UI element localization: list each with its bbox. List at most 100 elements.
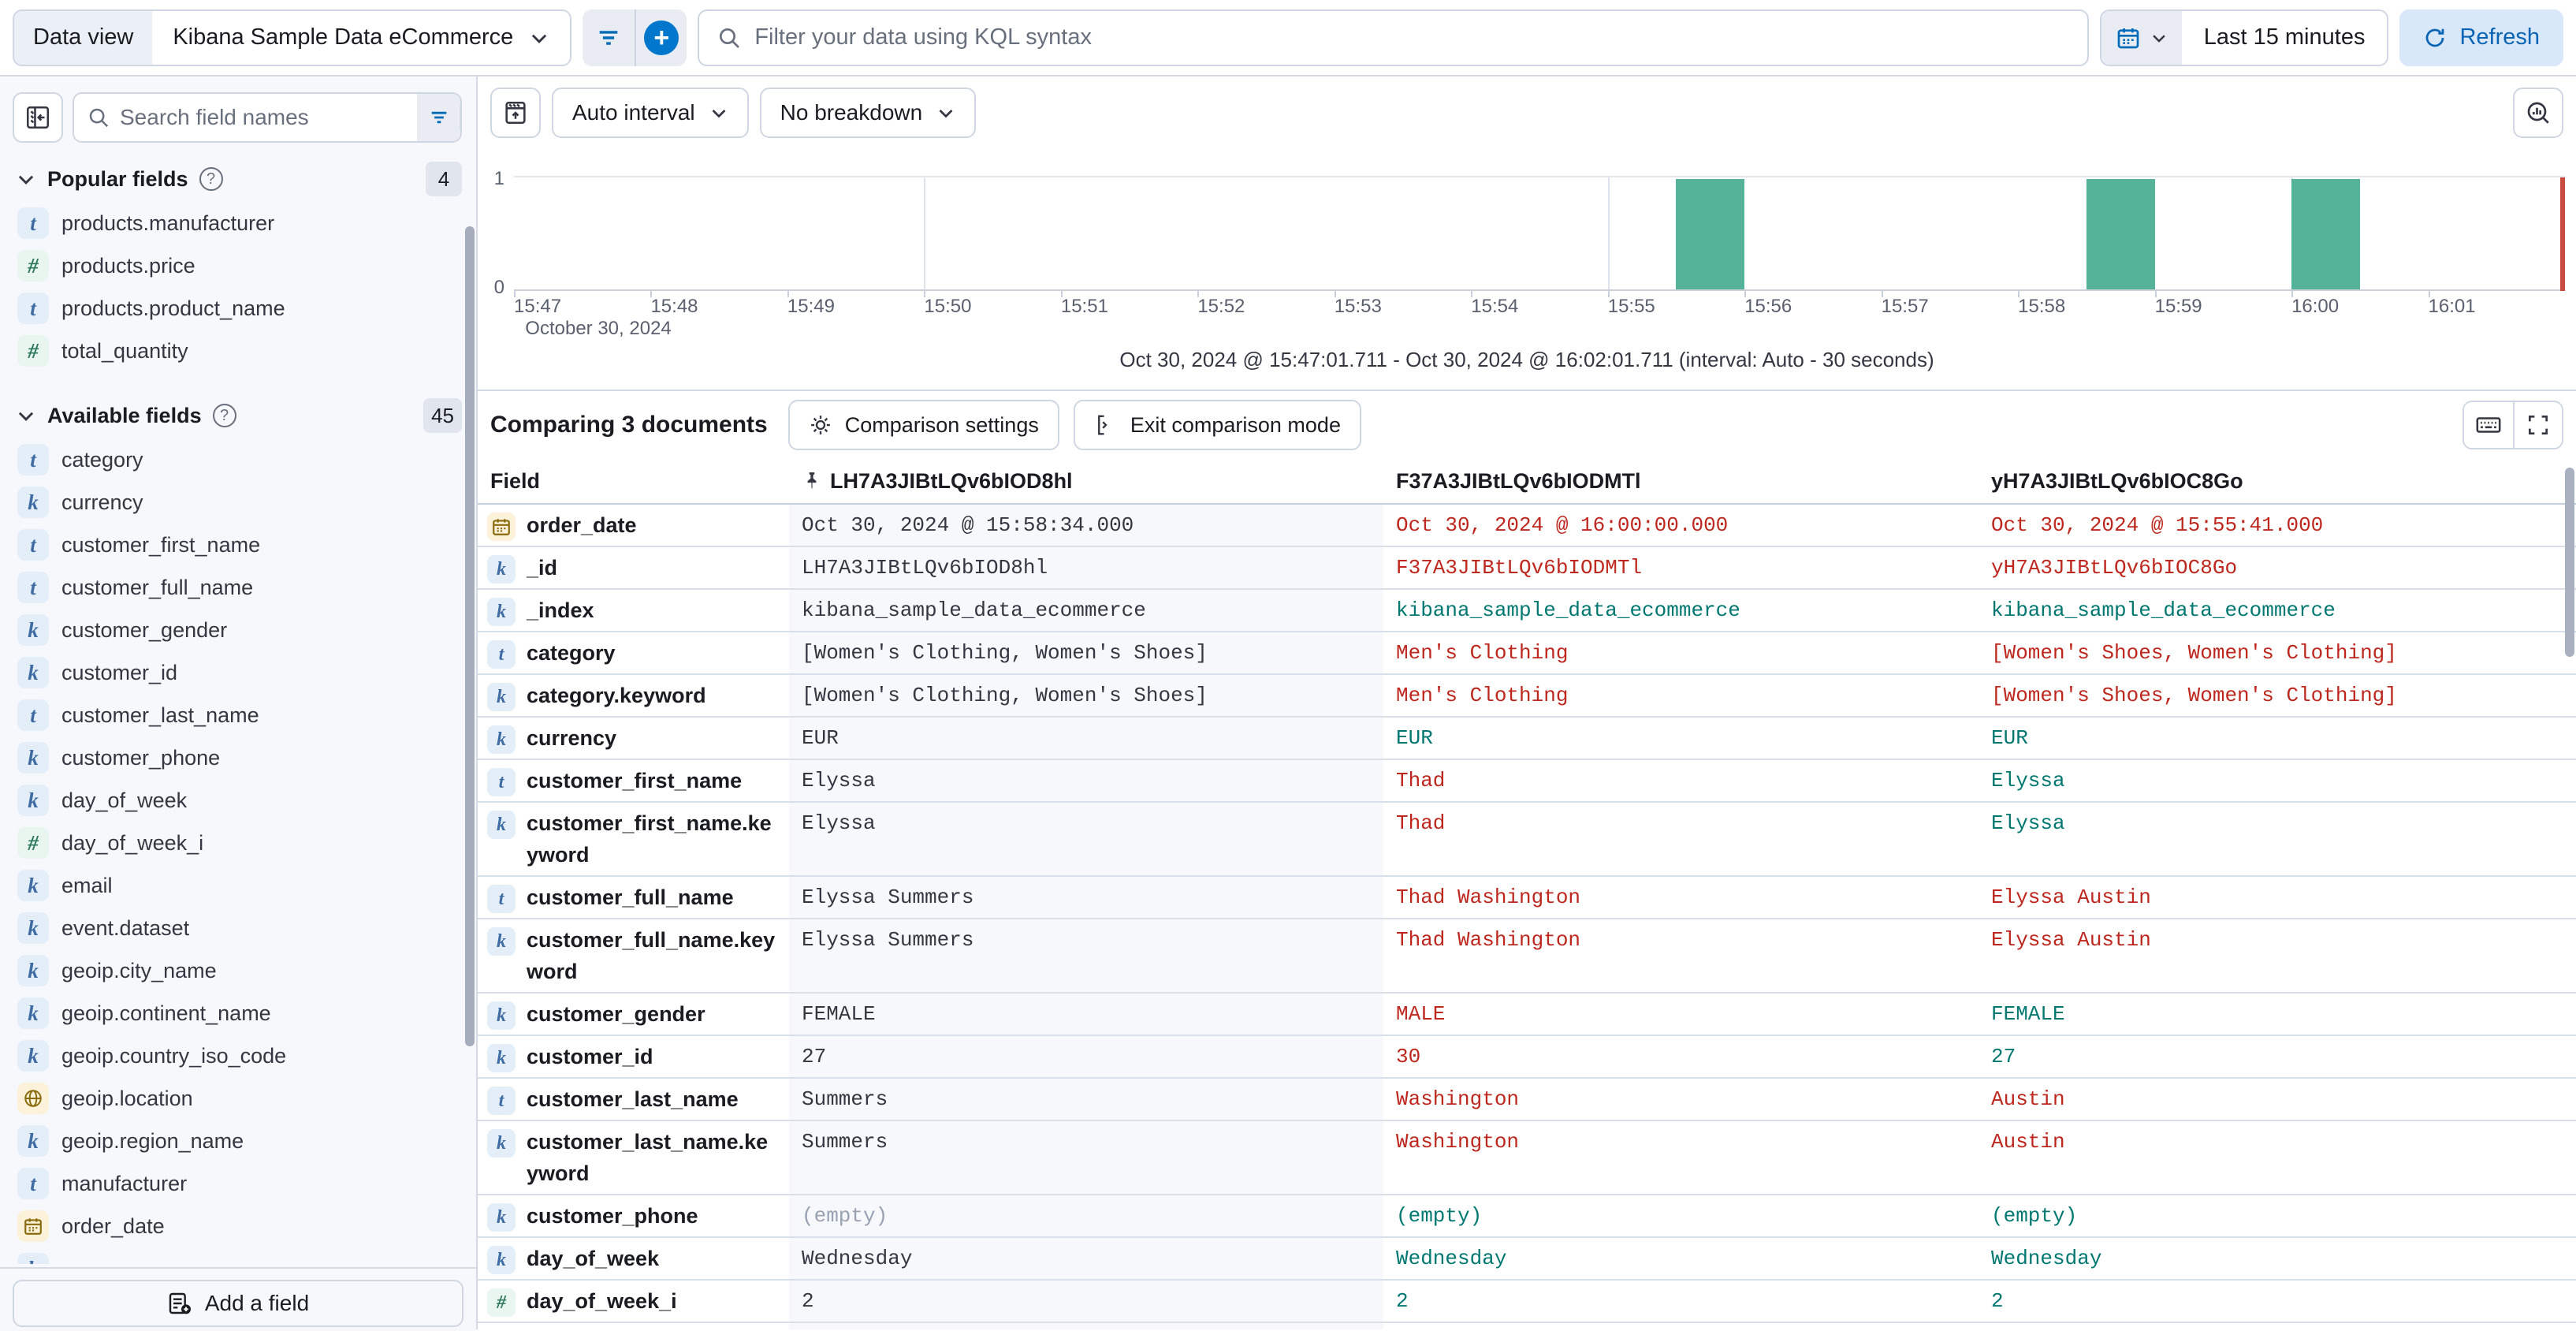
add-field-button[interactable]: Add a field <box>13 1280 463 1327</box>
sidebar-field-item-products.price[interactable]: # products.price <box>17 248 462 283</box>
chart-caption: Oct 30, 2024 @ 15:47:01.711 - Oct 30, 20… <box>1119 348 1934 371</box>
interval-dropdown[interactable]: Auto interval <box>552 88 749 138</box>
field-name: customer_full_name <box>527 885 734 909</box>
x-axis-tick-label: 15:50 <box>924 296 972 317</box>
doc-value-cell: Elyssa <box>1991 811 2065 835</box>
doc-value-cell: EUR <box>789 718 1383 759</box>
fields-sidebar: 0 Popular fields ? 4 t products.manufact… <box>0 76 478 1331</box>
sidebar-field-item-event.dataset[interactable]: k event.dataset <box>17 911 462 945</box>
field-search-input[interactable] <box>120 105 404 130</box>
hide-chart-button[interactable] <box>490 88 541 138</box>
kql-search-input[interactable] <box>754 24 2070 50</box>
x-axis-tickmark <box>1060 289 1063 297</box>
x-axis-tickmark <box>1471 289 1473 297</box>
popular-fields-section-header[interactable]: Popular fields ? 4 <box>16 162 462 196</box>
doc-value-cell: Thad <box>1396 769 1446 792</box>
field-type-icon: k <box>17 785 49 816</box>
time-picker-menu-button[interactable] <box>2101 10 2182 65</box>
field-name: order_date <box>527 513 637 537</box>
doc-value-cell: EUR <box>1991 726 2028 750</box>
breakdown-dropdown[interactable]: No breakdown <box>759 88 977 138</box>
histogram-bar-15:55:30[interactable] <box>1676 179 1745 289</box>
keyboard-shortcuts-button[interactable] <box>2464 402 2513 448</box>
field-type-icon: t <box>17 293 49 324</box>
histogram-bar-16:00:00[interactable] <box>2291 179 2360 289</box>
field-name-label: manufacturer <box>61 1171 188 1195</box>
top-navigation-bar: Data view Kibana Sample Data eCommerce +… <box>0 0 2576 76</box>
field-type-icon: # <box>17 827 49 859</box>
doc-value-cell: LH7A3JIBtLQv6bIOD8hl <box>789 547 1383 588</box>
field-type-icon: t <box>17 699 49 731</box>
sidebar-field-item-day_of_week[interactable]: k day_of_week <box>17 783 462 818</box>
edit-visualization-button[interactable] <box>2513 88 2563 138</box>
doc-value-cell: Elyssa <box>789 760 1383 801</box>
doc-value-cell: Elyssa <box>1991 769 2065 792</box>
doc-value-cell: Oct 30, 2024 @ 15:55:41.000 <box>1991 513 2324 537</box>
field-name-cell: k _id <box>478 547 789 588</box>
sidebar-scrollbar[interactable] <box>465 226 475 1046</box>
doc-value-cell: [Women's Shoes, Women's Clothing] <box>1991 684 2397 707</box>
doc-value-cell: Elyssa <box>789 803 1383 875</box>
field-filter-button[interactable]: 0 <box>417 94 460 141</box>
filter-controls: + <box>583 9 687 66</box>
sidebar-field-item-geoip.continent_name[interactable]: k geoip.continent_name <box>17 996 462 1031</box>
help-icon: ? <box>199 167 223 191</box>
field-name-cell: order_date <box>478 505 789 546</box>
sidebar-field-item-order_date[interactable]: order_date <box>17 1209 462 1243</box>
comparison-settings-button[interactable]: Comparison settings <box>787 400 1059 450</box>
field-name: category.keyword <box>527 684 706 707</box>
sidebar-field-item-products.product_name[interactable]: t products.product_name <box>17 291 462 326</box>
data-view-picker[interactable]: Kibana Sample Data eCommerce <box>152 10 571 65</box>
time-range-value[interactable]: Last 15 minutes <box>2181 10 2388 65</box>
comparison-table-row-customer_last_name: t customer_last_name Summers Washington … <box>478 1079 2576 1121</box>
sidebar-field-item-day_of_week_i[interactable]: # day_of_week_i <box>17 826 462 860</box>
sidebar-field-item-total_quantity[interactable]: # total_quantity <box>17 334 462 368</box>
sidebar-field-item-geoip.location[interactable]: geoip.location <box>17 1081 462 1116</box>
field-name-cell: t category <box>478 632 789 673</box>
sidebar-field-item-customer_phone[interactable]: k customer_phone <box>17 740 462 775</box>
sidebar-field-item-customer_id[interactable]: k customer_id <box>17 655 462 690</box>
doc-value-cell: yH7A3JIBtLQv6bIOC8Go <box>1991 556 2238 580</box>
doc-value-cell: (empty) <box>789 1195 1383 1236</box>
field-name-cell: k day_of_week <box>478 1238 789 1279</box>
add-filter-button[interactable]: + <box>635 9 687 66</box>
sidebar-field-item-manufacturer[interactable]: t manufacturer <box>17 1166 462 1201</box>
field-name: customer_first_name <box>527 769 743 792</box>
fullscreen-button[interactable] <box>2513 402 2562 448</box>
sidebar-field-item-customer_last_name[interactable]: t customer_last_name <box>17 698 462 733</box>
histogram-bar-15:58:30[interactable] <box>2086 179 2155 289</box>
doc-value-cell: Thad Washington <box>1396 885 1581 909</box>
sidebar-field-item-geoip.region_name[interactable]: k geoip.region_name <box>17 1124 462 1158</box>
sidebar-field-item-customer_gender[interactable]: k customer_gender <box>17 613 462 647</box>
filter-list-button[interactable] <box>583 9 635 66</box>
x-axis-tickmark <box>2291 289 2294 297</box>
sidebar-field-item-email[interactable]: k email <box>17 868 462 903</box>
chevron-down-icon <box>2150 29 2168 47</box>
sidebar-field-item-geoip.city_name[interactable]: k geoip.city_name <box>17 953 462 988</box>
hide-chart-icon <box>502 99 529 126</box>
field-type-icon: t <box>487 1087 516 1115</box>
sidebar-field-item-customer_full_name[interactable]: t customer_full_name <box>17 570 462 605</box>
exit-comparison-button[interactable]: Exit comparison mode <box>1073 400 1361 450</box>
sidebar-field-item-products.manufacturer[interactable]: t products.manufacturer <box>17 206 462 240</box>
sidebar-field-item-geoip.country_iso_code[interactable]: k geoip.country_iso_code <box>17 1038 462 1073</box>
sidebar-field-item-currency[interactable]: k currency <box>17 485 462 520</box>
collapse-sidebar-button[interactable] <box>13 92 63 143</box>
doc-value-cell: kibana_sample_data_ecommerce <box>1991 598 2336 622</box>
field-type-icon: k <box>487 1001 516 1030</box>
sidebar-field-item-category[interactable]: t category <box>17 442 462 477</box>
table-scrollbar[interactable] <box>2565 468 2574 657</box>
x-axis-tick-label: 15:49 <box>787 296 835 317</box>
sidebar-field-item-customer_first_name[interactable]: t customer_first_name <box>17 528 462 562</box>
comparison-table-row-day_of_week: k day_of_week Wednesday Wednesday Wednes… <box>478 1238 2576 1281</box>
comparison-table-row-category.keyword: k category.keyword [Women's Clothing, Wo… <box>478 675 2576 718</box>
doc-value-cell: Elyssa Summers <box>789 877 1383 918</box>
available-fields-section-header[interactable]: Available fields ? 45 <box>16 398 462 433</box>
doc-value-cell: [Women's Clothing, Women's Shoes] <box>789 632 1383 673</box>
search-icon <box>87 106 110 129</box>
sidebar-field-item-clipped[interactable]: k <box>17 1251 462 1264</box>
field-name: customer_first_name.keyword <box>527 811 772 867</box>
histogram-chart[interactable]: 1 0 <box>494 168 2565 298</box>
refresh-button[interactable]: Refresh <box>2399 9 2563 66</box>
doc-value-cell: Wednesday <box>1991 1247 2102 1270</box>
